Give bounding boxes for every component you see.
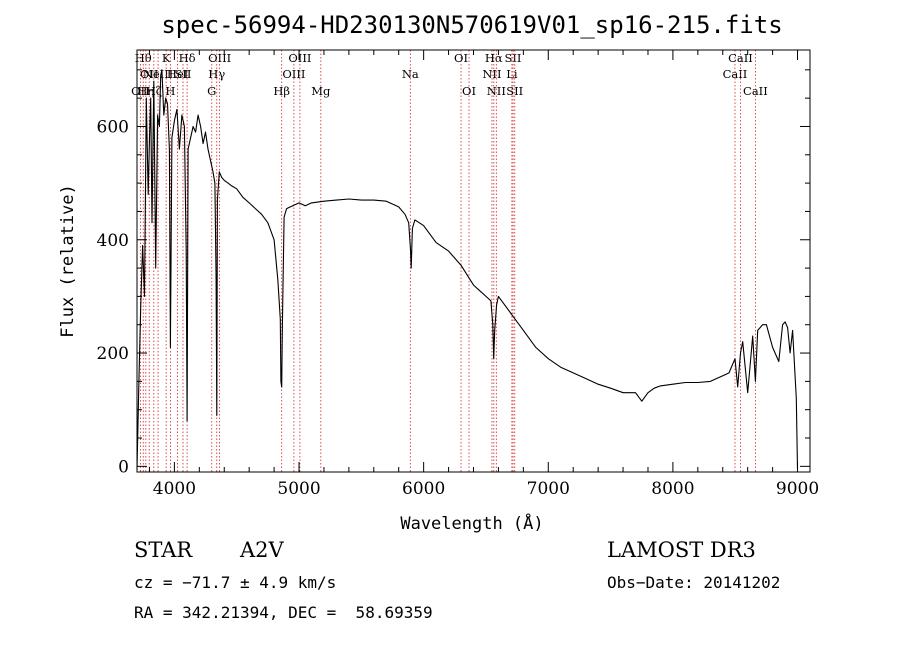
x-tick-label: 6000 [402, 479, 445, 499]
spectral-line-label: SII [505, 51, 522, 65]
x-tick-label: 4000 [153, 479, 196, 499]
spectral-line-label: NII [487, 84, 506, 98]
x-tick-label: 9000 [776, 479, 819, 499]
spectral-line-label: CaII [723, 67, 748, 81]
spectral-line-label: H [165, 84, 175, 98]
spectral-line-label: HeI [167, 67, 188, 81]
spectral-line-label: Hθ [135, 51, 152, 65]
plot-area: OIIHθHηOIIHζNeIIIKHHeISIIHδGHγOIIIHβOIII… [97, 49, 819, 499]
spectral-line-label: Na [402, 67, 419, 81]
spectral-line-label: Hα [485, 51, 503, 65]
spectral-line-label: Mg [311, 84, 331, 98]
survey-name: LAMOST DR3 [607, 538, 756, 562]
spectral-line-label: Hγ [208, 67, 225, 81]
spectral-line-label: OI [454, 51, 468, 65]
spectral-line-label: NeIII [143, 67, 174, 81]
redshift-velocity: cz = −71.7 ± 4.9 km/s [134, 573, 337, 592]
x-axis-label: Wavelength (Å) [400, 512, 543, 534]
spectral-line-label: K [162, 51, 171, 65]
spectral-line-label: Hδ [179, 51, 196, 65]
spectral-line-label: CaII [728, 51, 753, 65]
spectral-line-label: Hη [137, 84, 154, 98]
spectral-line-label: CaII [743, 84, 768, 98]
y-tick-label: 400 [97, 231, 129, 251]
spectral-line-label: Li [506, 67, 518, 81]
spectral-line-label: OIII [288, 51, 311, 65]
y-tick-label: 0 [118, 457, 129, 477]
plot-frame [136, 49, 811, 473]
spectral-line-label: OII [140, 67, 159, 81]
observation-date: Obs−Date: 20141202 [607, 573, 781, 592]
x-tick-label: 5000 [277, 479, 320, 499]
spectral-line-label: Hβ [273, 84, 290, 98]
y-tick-label: 200 [97, 344, 129, 364]
sky-coordinates: RA = 342.21394, DEC = 58.69359 [134, 603, 433, 622]
spectral-line-label: NII [482, 67, 501, 81]
spectral-line-label: OIII [208, 51, 231, 65]
spectral-line-label: OI [462, 84, 476, 98]
spectral-line-label: OIII [282, 67, 305, 81]
spectral-line-label: G [207, 84, 216, 98]
spectrum-line [136, 69, 799, 470]
x-tick-label: 7000 [527, 479, 570, 499]
spectral-line-label: SII [175, 67, 192, 81]
spectral-line-label: SII [506, 84, 523, 98]
y-tick-label: 600 [97, 117, 129, 137]
object-subclass: A2V [240, 538, 284, 562]
y-axis-label: Flux (relative) [58, 184, 78, 338]
object-class: STAR [134, 538, 193, 562]
spectral-line-label: OII [131, 84, 150, 98]
chart-title: spec-56994-HD230130N570619V01_sp16-215.f… [161, 11, 782, 39]
x-tick-label: 8000 [651, 479, 694, 499]
